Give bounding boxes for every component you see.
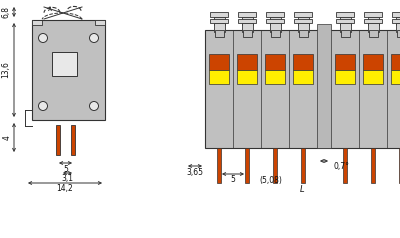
Bar (293, 70, 313, 84)
Bar (294, 19, 312, 23)
Bar (364, 19, 382, 23)
Bar (209, 54, 229, 70)
Circle shape (38, 101, 48, 110)
Bar (335, 54, 355, 70)
Bar (52, 52, 77, 76)
Bar (399, 148, 400, 183)
Bar (336, 12, 354, 17)
Bar (371, 148, 375, 183)
Text: 5: 5 (63, 164, 68, 174)
Text: 14,2: 14,2 (57, 184, 73, 193)
Bar (214, 17, 225, 25)
Bar (298, 17, 309, 25)
Bar (270, 17, 281, 25)
Bar (363, 70, 383, 84)
Text: 13,6: 13,6 (2, 62, 10, 79)
Bar (340, 17, 351, 25)
Bar (243, 30, 252, 37)
Bar (32, 20, 105, 120)
Bar (396, 23, 400, 32)
Bar (265, 70, 285, 84)
Text: 3,1: 3,1 (62, 174, 74, 183)
Bar (363, 54, 383, 70)
Bar (210, 12, 228, 17)
Bar (266, 12, 284, 17)
Bar (343, 148, 347, 183)
Bar (392, 19, 400, 23)
Bar (271, 30, 280, 37)
Bar (335, 70, 355, 84)
Text: (5,08): (5,08) (260, 175, 282, 184)
Bar (214, 23, 225, 32)
Bar (368, 17, 379, 25)
Text: L: L (300, 185, 305, 194)
Bar (217, 148, 221, 183)
Text: 3,65: 3,65 (186, 168, 204, 177)
Text: 5: 5 (230, 175, 236, 184)
Bar (299, 30, 308, 37)
Bar (391, 70, 400, 84)
Bar (341, 30, 350, 37)
Bar (273, 148, 277, 183)
Bar (209, 70, 229, 84)
Bar (242, 23, 253, 32)
Bar (396, 17, 400, 25)
Bar (298, 23, 309, 32)
Bar (369, 30, 378, 37)
Bar (392, 12, 400, 17)
Bar (293, 54, 313, 70)
Bar (215, 30, 224, 37)
Bar (336, 19, 354, 23)
Bar (301, 148, 305, 183)
Bar (266, 19, 284, 23)
Text: 6,8: 6,8 (2, 6, 10, 18)
Text: 4: 4 (2, 135, 12, 140)
Circle shape (90, 34, 98, 43)
Bar (364, 12, 382, 17)
Bar (265, 54, 285, 70)
Bar (205, 30, 400, 148)
Bar (238, 12, 256, 17)
Bar (32, 20, 42, 25)
Bar (210, 19, 228, 23)
Bar (317, 24, 331, 148)
Text: 0,7°: 0,7° (334, 162, 350, 170)
Bar (340, 23, 351, 32)
Circle shape (38, 34, 48, 43)
Bar (71, 125, 75, 155)
Bar (237, 54, 257, 70)
Bar (56, 125, 60, 155)
Bar (242, 17, 253, 25)
Bar (294, 12, 312, 17)
Bar (95, 20, 105, 25)
Bar (397, 30, 400, 37)
Bar (368, 23, 379, 32)
Bar (391, 54, 400, 70)
Bar (238, 19, 256, 23)
Bar (245, 148, 249, 183)
Bar (237, 70, 257, 84)
Bar (270, 23, 281, 32)
Circle shape (90, 101, 98, 110)
